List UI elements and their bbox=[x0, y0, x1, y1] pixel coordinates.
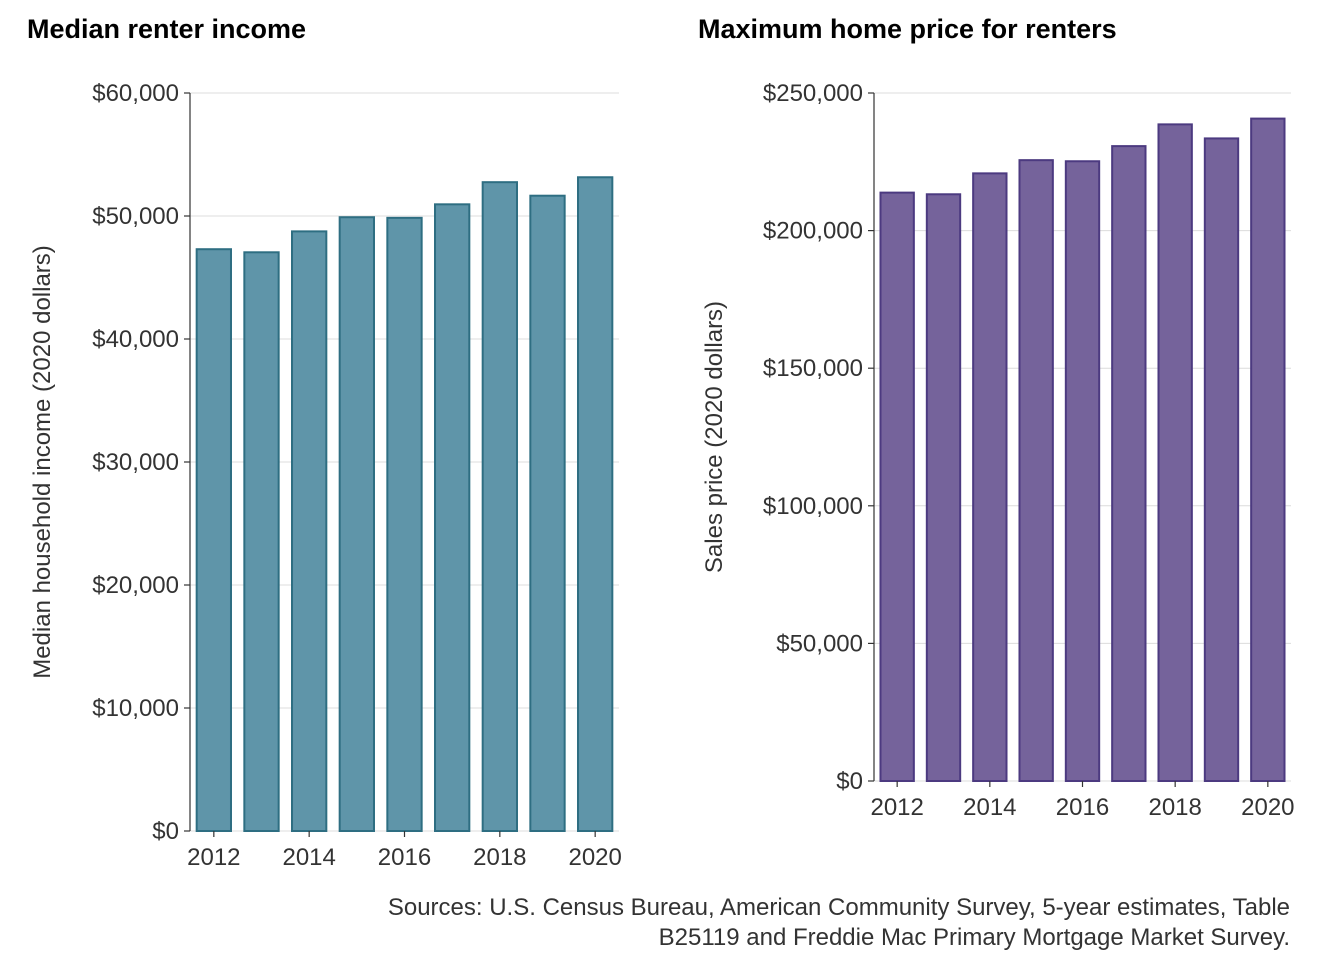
bar-2017 bbox=[434, 203, 471, 832]
x-tick-label: 2020 bbox=[1241, 794, 1294, 821]
income-chart-panel: Median renter income $0 $10,000 $20,000 $30,… bbox=[27, 14, 622, 871]
x-tick-label: 2014 bbox=[282, 844, 335, 871]
y-tick-label: $50,000 bbox=[92, 203, 179, 230]
y-tick-label: $40,000 bbox=[92, 326, 179, 353]
y-tick-label: $200,000 bbox=[763, 218, 863, 245]
bar-2016 bbox=[386, 216, 423, 833]
y-tick-label: $50,000 bbox=[776, 630, 863, 657]
y-axis-title: Median household income (2020 dollars) bbox=[29, 245, 56, 679]
bar-2015 bbox=[338, 216, 375, 833]
bar-2012 bbox=[879, 191, 915, 783]
bar-2019 bbox=[1203, 137, 1240, 782]
bar-2012 bbox=[195, 248, 232, 832]
bar-2015 bbox=[1018, 159, 1054, 782]
y-tick-label: $100,000 bbox=[763, 493, 863, 520]
bar-2020 bbox=[1250, 117, 1286, 782]
x-tick-label: 2018 bbox=[1148, 794, 1201, 821]
x-tick-label: 2016 bbox=[1056, 794, 1109, 821]
bar-2018 bbox=[1157, 123, 1193, 782]
x-tick-label: 2020 bbox=[568, 844, 621, 871]
y-tick-label: $60,000 bbox=[92, 80, 179, 107]
y-tick-label: $0 bbox=[152, 818, 179, 845]
x-tick-label: 2014 bbox=[963, 794, 1016, 821]
x-tick-label: 2012 bbox=[870, 794, 923, 821]
bar-2013 bbox=[243, 251, 280, 833]
y-axis-title: Sales price (2020 dollars) bbox=[701, 301, 728, 573]
bar-2014 bbox=[291, 230, 328, 832]
bar-2020 bbox=[577, 176, 614, 832]
bar-2017 bbox=[1111, 145, 1147, 783]
bar-2019 bbox=[529, 194, 566, 832]
x-tick-label: 2016 bbox=[378, 844, 431, 871]
x-tick-label: 2012 bbox=[187, 844, 240, 871]
chart-title: Median renter income bbox=[27, 14, 306, 44]
y-tick-label: $150,000 bbox=[763, 355, 863, 382]
y-tick-label: $10,000 bbox=[92, 695, 179, 722]
bar-2016 bbox=[1064, 160, 1101, 783]
bar-2013 bbox=[925, 193, 962, 782]
y-tick-label: $0 bbox=[836, 768, 863, 795]
y-tick-label: $30,000 bbox=[92, 449, 179, 476]
bar-2018 bbox=[481, 181, 518, 833]
y-tick-label: $250,000 bbox=[763, 80, 863, 107]
y-tick-label: $20,000 bbox=[92, 572, 179, 599]
x-tick-label: 2018 bbox=[473, 844, 526, 871]
home-price-chart-panel: Maximum home price for renters $0 $50,000 $… bbox=[698, 14, 1295, 821]
bar-2014 bbox=[972, 172, 1008, 782]
source-note: Sources: U.S. Census Bureau, American Co… bbox=[387, 894, 1290, 951]
chart-title: Maximum home price for renters bbox=[698, 14, 1117, 44]
